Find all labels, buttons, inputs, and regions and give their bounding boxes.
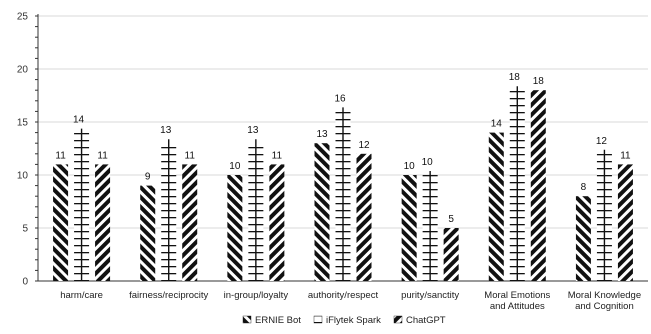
legend-swatch [242,315,252,324]
bar [314,143,330,281]
y-tick-label: 10 [17,171,29,182]
data-label: 12 [358,140,370,151]
bar [575,196,591,281]
bars [53,86,633,282]
data-label: 11 [620,150,631,161]
legend-swatch [313,315,323,324]
bar [53,164,69,281]
legend-label: ERNIE Bot [255,315,301,326]
x-category-label: fairness/reciprocity [129,290,208,301]
x-category-label: in-group/loyalty [224,290,289,301]
data-label: 11 [185,150,196,161]
data-label: 10 [422,157,434,168]
x-category-label: and Cognition [575,301,634,312]
legend-swatch [393,315,403,324]
bar [617,164,633,281]
data-label: 11 [272,150,283,161]
data-label: 13 [316,129,328,140]
x-category-label: Moral Emotions [484,290,550,301]
x-category-label: purity/sanctity [401,290,459,301]
legend-label: iFlytek Spark [326,315,381,326]
axes: 0 5 10 15 20 25 [17,12,648,288]
data-label: 10 [404,161,416,172]
category-labels: harm/care fairness/reciprocity in-group/lo… [60,290,641,312]
bar [269,164,285,281]
bar [140,185,156,281]
legend-label: ChatGPT [406,315,446,326]
bar [227,175,243,281]
data-label: 10 [229,161,241,172]
data-label: 13 [160,125,172,136]
bar [182,164,198,281]
bar [488,132,504,281]
x-category-label: authority/respect [308,290,379,301]
data-label: 5 [448,214,454,225]
x-category-label: harm/care [60,290,103,301]
data-label: 18 [533,76,545,87]
data-labels: 11 14 11 9 13 11 10 13 11 13 16 12 10 10 5 14 18 18 8 12 11 [55,72,631,225]
y-tick-label: 0 [22,277,28,288]
bar [356,153,372,281]
bar [401,175,417,281]
data-label: 8 [581,182,587,193]
x-category-label: Moral Knowledge [568,290,641,301]
data-label: 14 [73,115,85,126]
data-label: 9 [145,172,151,183]
bar [530,90,546,281]
data-label: 18 [509,72,521,83]
y-tick-label: 20 [17,65,29,76]
legend: ERNIE Bot iFlytek Spark ChatGPT [242,315,446,326]
y-tick-label: 25 [17,12,29,23]
bar [95,164,111,281]
data-label: 13 [247,125,259,136]
data-label: 12 [596,136,608,147]
x-category-label: and Attitudes [490,301,545,312]
data-label: 11 [97,150,108,161]
data-label: 11 [55,150,66,161]
data-label: 16 [334,93,346,104]
y-tick-label: 15 [17,118,29,129]
bar [443,228,459,281]
data-label: 14 [491,119,503,130]
y-tick-label: 5 [22,224,28,235]
